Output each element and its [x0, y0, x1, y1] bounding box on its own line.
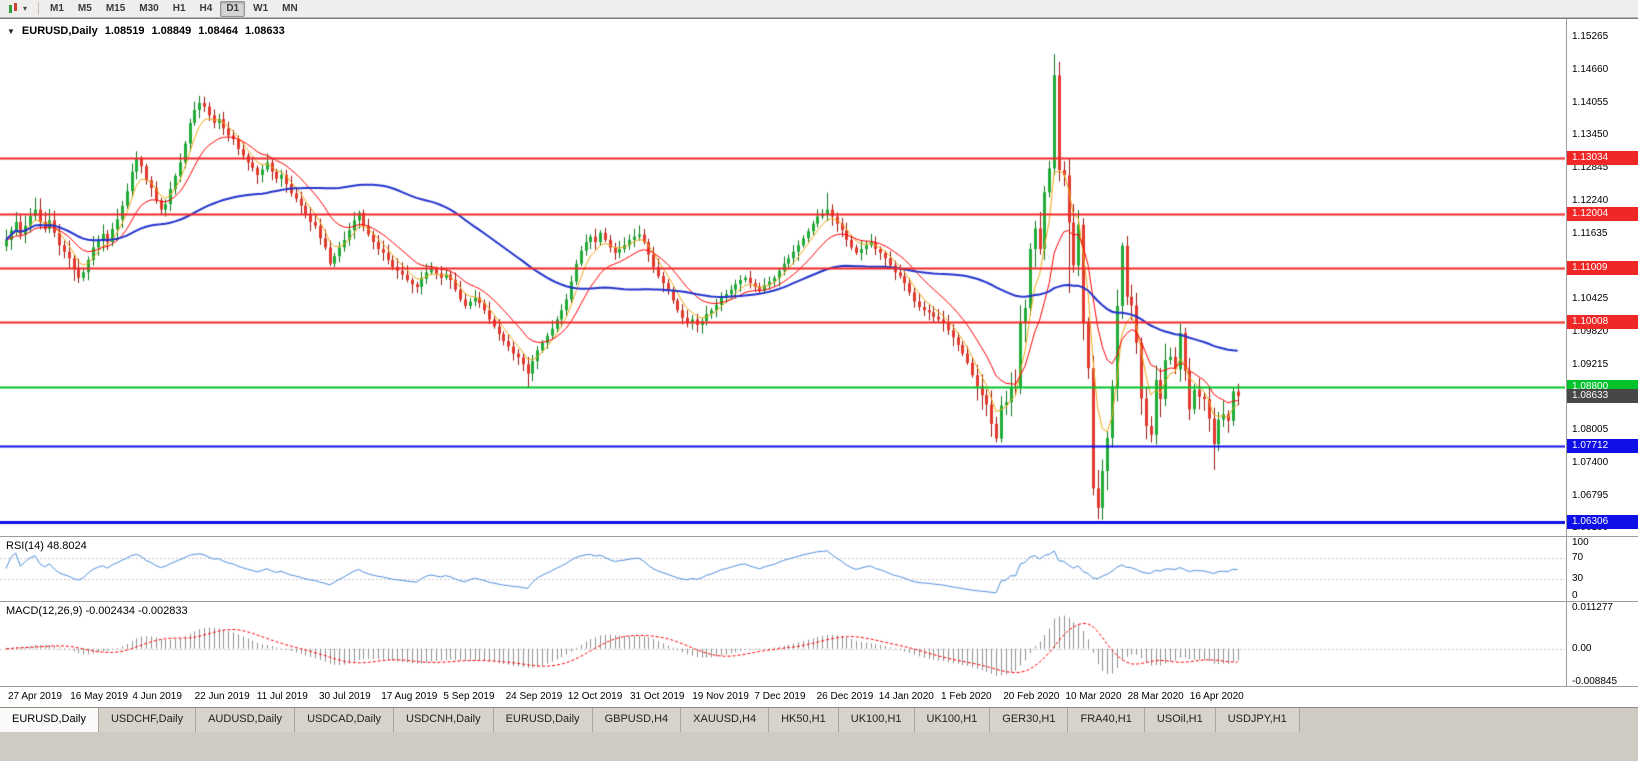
timeframe-button-m15[interactable]: M15 — [105, 2, 126, 14]
date-label: 27 Apr 2019 — [8, 691, 62, 702]
date-label: 12 Oct 2019 — [567, 691, 623, 702]
rsi-label: RSI(14) 48.8024 — [6, 540, 87, 552]
ohlc-open: 1.08519 — [104, 25, 145, 37]
macd-panel[interactable]: MACD(12,26,9) -0.002434 -0.002833 0.0112… — [0, 601, 1638, 686]
date-label: 11 Jul 2019 — [256, 691, 308, 702]
main-chart-panel[interactable]: ▼ EURUSD,Daily 1.08519 1.08849 1.08464 1… — [0, 19, 1638, 536]
date-label: 24 Sep 2019 — [505, 691, 563, 702]
date-label: 5 Sep 2019 — [443, 691, 495, 702]
macd-canvas[interactable] — [0, 602, 1565, 685]
rsi-tick-label: 0 — [1572, 589, 1578, 601]
date-label: 19 Nov 2019 — [692, 691, 749, 702]
tab-usoil-h1[interactable]: USOil,H1 — [1144, 708, 1216, 732]
timeframe-button-m5[interactable]: M5 — [77, 2, 92, 14]
rsi-panel[interactable]: RSI(14) 48.8024 100 70 30 0 — [0, 536, 1638, 601]
tab-eurusd-daily[interactable]: EURUSD,Daily — [0, 708, 99, 732]
tab-usdjpy-h1[interactable]: USDJPY,H1 — [1215, 708, 1300, 732]
toolbar: ▾ M1 M5 M15 M30 H1 H4 D1 W1 MN — [0, 0, 1638, 18]
timeframe-button-d1[interactable]: D1 — [220, 0, 246, 17]
price-tick-label: 1.14055 — [1572, 96, 1609, 108]
chart-symbol-label: EURUSD,Daily — [21, 25, 98, 37]
tab-fra40-h1[interactable]: FRA40,H1 — [1068, 708, 1145, 732]
level-price-badge: 1.11009 — [1567, 260, 1638, 275]
macd-tick-label: 0.00 — [1572, 642, 1592, 654]
macd-axis: 0.011277 0.00 -0.008845 — [1566, 602, 1638, 686]
date-label: 26 Dec 2019 — [816, 691, 874, 702]
toolbar-separator — [38, 2, 40, 15]
macd-tick-label: 0.011277 — [1572, 602, 1613, 613]
price-tick-label: 1.12240 — [1572, 194, 1609, 206]
date-label: 7 Dec 2019 — [754, 691, 806, 702]
date-label: 17 Aug 2019 — [381, 691, 438, 702]
price-axis[interactable]: 1.15265 1.14660 1.14055 1.13450 1.12845 1.122… — [1566, 19, 1638, 536]
price-tick-label: 1.09215 — [1572, 358, 1609, 370]
date-label: 10 Mar 2020 — [1065, 691, 1122, 702]
level-price-badge: 1.13034 — [1567, 150, 1638, 165]
time-axis[interactable]: 27 Apr 2019 16 May 2019 4 Jun 2019 22 Jun 2… — [0, 686, 1638, 707]
chart-window: ▼ EURUSD,Daily 1.08519 1.08849 1.08464 1… — [0, 18, 1638, 707]
price-tick-label: 1.07400 — [1572, 456, 1609, 468]
tab-usdcad-daily[interactable]: USDCAD,Daily — [295, 708, 395, 732]
tab-ger30-h1[interactable]: GER30,H1 — [990, 708, 1069, 732]
price-tick-label: 1.15265 — [1572, 31, 1609, 43]
timeframe-button-mn[interactable]: MN — [282, 2, 298, 14]
macd-tick-label: -0.008845 — [1572, 676, 1618, 686]
price-tick-label: 1.08005 — [1572, 424, 1609, 436]
rsi-canvas[interactable] — [0, 537, 1565, 600]
date-label: 31 Oct 2019 — [630, 691, 685, 702]
date-label: 22 Jun 2019 — [194, 691, 250, 702]
price-tick-label: 1.12845 — [1572, 162, 1609, 174]
rsi-tick-label: 70 — [1572, 551, 1584, 563]
date-label: 14 Jan 2020 — [878, 691, 934, 702]
tab-xauusd-h4[interactable]: XAUUSD,H4 — [681, 708, 770, 732]
chart-type-dropdown-caret-icon[interactable]: ▾ — [23, 3, 28, 13]
date-label: 28 Mar 2020 — [1127, 691, 1184, 702]
level-price-badge: 1.12004 — [1567, 206, 1638, 221]
timeframe-button-m1[interactable]: M1 — [50, 2, 64, 14]
rsi-tick-label: 30 — [1572, 573, 1584, 585]
ohlc-high: 1.08849 — [151, 25, 192, 37]
symbol-tabs: EURUSD,Daily USDCHF,Daily AUDUSD,Daily USDC… — [0, 708, 1638, 732]
price-tick-label: 1.09820 — [1572, 325, 1609, 337]
tab-uk100-h1[interactable]: UK100,H1 — [838, 708, 915, 732]
price-tick-label: 1.06795 — [1572, 489, 1609, 501]
ohlc-low: 1.08464 — [198, 25, 239, 37]
level-price-badge: 1.10008 — [1567, 314, 1638, 329]
tab-usdchf-daily[interactable]: USDCHF,Daily — [98, 708, 197, 732]
current-price-badge: 1.08633 — [1567, 389, 1638, 404]
timeframe-button-w1[interactable]: W1 — [253, 2, 269, 14]
level-price-badge: 1.06306 — [1567, 515, 1638, 530]
date-label: 16 Apr 2020 — [1189, 691, 1244, 702]
macd-label: MACD(12,26,9) -0.002434 -0.002833 — [6, 605, 188, 617]
price-tick-label: 1.14660 — [1572, 63, 1609, 75]
date-label: 20 Feb 2020 — [1003, 691, 1060, 702]
date-label: 16 May 2019 — [70, 691, 129, 702]
price-tick-label: 1.10425 — [1572, 293, 1609, 305]
tab-usdcnh-daily[interactable]: USDCNH,Daily — [394, 708, 494, 732]
timeframe-button-m30[interactable]: M30 — [139, 2, 159, 14]
timeframe-button-h4[interactable]: H4 — [199, 2, 213, 14]
level-price-badge: 1.07712 — [1567, 439, 1638, 454]
ohlc-close: 1.08633 — [245, 25, 285, 37]
date-label: 30 Jul 2019 — [319, 691, 371, 702]
tab-audusd-daily[interactable]: AUDUSD,Daily — [196, 708, 296, 732]
price-tick-label: 1.13450 — [1572, 129, 1609, 141]
date-label: 4 Jun 2019 — [132, 691, 182, 702]
chart-title: ▼ EURUSD,Daily 1.08519 1.08849 1.08464 1… — [7, 25, 285, 37]
tab-hk50-h1[interactable]: HK50,H1 — [769, 708, 839, 732]
tab-eurusd-daily[interactable]: EURUSD,Daily — [493, 708, 593, 732]
price-tick-label: 1.11635 — [1572, 227, 1608, 239]
tab-gbpusd-h4[interactable]: GBPUSD,H4 — [592, 708, 682, 732]
candlestick-chart-icon[interactable] — [6, 2, 22, 15]
tab-uk100-h1[interactable]: UK100,H1 — [914, 708, 991, 732]
timeframe-buttons: M1 M5 M15 M30 H1 H4 D1 W1 MN — [44, 0, 304, 17]
rsi-axis: 100 70 30 0 — [1566, 537, 1638, 601]
rsi-tick-label: 100 — [1572, 537, 1589, 548]
chart-tabs-bar: EURUSD,Daily USDCHF,Daily AUDUSD,Daily USDC… — [0, 707, 1638, 761]
timeframe-button-h1[interactable]: H1 — [172, 2, 186, 14]
symbol-menu-caret-icon[interactable]: ▼ — [7, 26, 15, 36]
price-chart-canvas[interactable] — [0, 19, 1565, 536]
date-label: 1 Feb 2020 — [941, 691, 992, 702]
